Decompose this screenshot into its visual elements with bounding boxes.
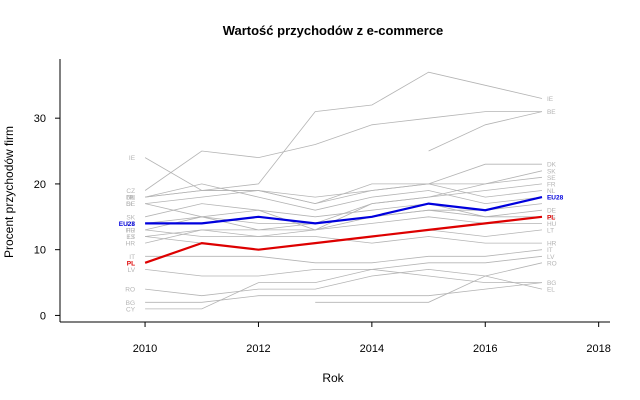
series-label-end: SK (547, 168, 556, 175)
series-label-start: DK (126, 195, 136, 202)
y-tick-label: 10 (34, 245, 46, 257)
series-line-be (428, 111, 543, 152)
x-tick-label: 2016 (473, 343, 497, 355)
y-tick-label: 20 (34, 179, 46, 191)
y-tick-label: 0 (40, 310, 46, 322)
series-label-start: RO (125, 287, 135, 294)
series-line-ie (144, 71, 543, 191)
series-label-end: ES (547, 214, 556, 221)
series-label-start: SE (126, 201, 135, 208)
x-tick-label: 2014 (360, 343, 384, 355)
x-tick-label: 2012 (246, 343, 270, 355)
highlighted-series (144, 196, 543, 264)
series-line-bg (145, 282, 543, 303)
series-label-end: IT (547, 247, 553, 254)
series-label-end: LT (547, 227, 554, 234)
series-label-start: DE (126, 201, 136, 208)
series-label-end: HU (547, 221, 557, 228)
series-line-it (145, 249, 543, 264)
series-line-nl (145, 183, 543, 205)
series-label-start: NL (127, 195, 136, 202)
series-label-start: LV (128, 267, 136, 274)
series-label-end: EL (547, 287, 555, 294)
series-label-start: IT (129, 254, 135, 261)
chart-title: Wartość przychodów z e-commerce (223, 23, 444, 38)
series-label-start: IE (129, 155, 136, 162)
series-label-start: PL (127, 260, 135, 267)
series-label-start: LT (128, 234, 135, 241)
series-line-pl (144, 215, 543, 264)
series-label-end: DK (547, 162, 557, 169)
series-label-end: RO (547, 260, 557, 267)
series-label-end: PL (547, 214, 555, 221)
series-label-start: FI (129, 195, 135, 202)
axes: 0 10 20 30 2010 2012 2014 2016 2018 (34, 59, 611, 355)
series-line-lv (145, 255, 543, 277)
background-series (144, 71, 543, 310)
series-line-cz (144, 111, 542, 191)
series-label-end: SE (547, 175, 556, 182)
series-label-end: HR (547, 241, 557, 248)
series-line-el (315, 275, 543, 303)
series-label-end: FI (547, 195, 553, 202)
series-label-start: EU28 (119, 221, 136, 228)
series-label-end: EU28 (547, 195, 564, 202)
series-label-end: NL (547, 188, 556, 195)
series-label-start: SK (126, 214, 135, 221)
series-label-start: HU (126, 227, 136, 234)
series-label-start: PT (127, 221, 135, 228)
series-label-end: BE (547, 109, 556, 116)
y-tick-label: 30 (34, 113, 46, 125)
x-axis-label: Rok (322, 371, 344, 385)
series-label-end: IE (547, 96, 554, 103)
series-label-start: ES (126, 234, 135, 241)
x-tick-label: 2010 (133, 343, 157, 355)
series-label-start: CZ (126, 188, 135, 195)
series-line-de (145, 203, 543, 218)
series-line-eu28 (145, 196, 543, 225)
series-label-start: BG (126, 300, 135, 307)
series-label-end: LV (547, 254, 555, 261)
series-label-end: DE (547, 208, 557, 215)
x-tick-label: 2018 (586, 343, 610, 355)
series-label-start: CY (126, 306, 136, 313)
series-line-cy (145, 268, 542, 310)
series-line-hu (145, 216, 542, 237)
series-label-start: FR (126, 227, 135, 234)
series-line-fi (145, 183, 543, 211)
series-line-sk (145, 170, 543, 231)
series-label-end: BG (547, 280, 556, 287)
series-label-start: HR (126, 241, 136, 248)
series-line-ro (145, 262, 543, 297)
y-axis-label: Procent przychodów firm (2, 126, 16, 258)
series-label-end: FR (547, 181, 556, 188)
